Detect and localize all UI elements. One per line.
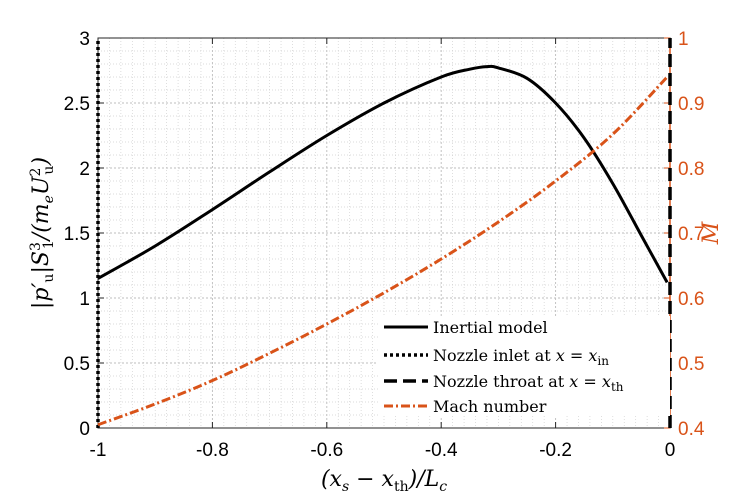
x-tick-label: -0.8 — [196, 440, 229, 461]
y-axis-label: |p′u|S31/(meU2u) — [28, 157, 57, 309]
legend-box — [378, 316, 670, 416]
y-tick-label: 0.5 — [64, 354, 90, 375]
y-tick-label: 1.5 — [64, 224, 90, 245]
y2-tick-label: 0.4 — [678, 419, 705, 440]
x-tick-label: -0.6 — [310, 440, 343, 461]
y2-axis-label: M — [699, 221, 724, 245]
y2-tick-label: 0.6 — [678, 289, 704, 310]
x-tick-label: -0.2 — [539, 440, 572, 461]
series-mach-number — [97, 75, 669, 427]
tick-labels: -1 -0.8 -0.6 -0.4 -0.2 0 0 0.5 1 1.5 2 2.5 3 0.4 0.5 0.… — [64, 29, 705, 461]
y-tick-label: 2 — [79, 159, 90, 180]
y2-tick-label: 1 — [678, 29, 689, 50]
legend-label-throat: Nozzle throat at x = xth — [433, 372, 624, 394]
y-tick-label: 3 — [79, 29, 90, 50]
y2-tick-label: 0.9 — [678, 94, 704, 115]
x-axis-label: (xs − xth)/Lc — [321, 467, 447, 495]
y2-tick-label: 0.8 — [678, 159, 704, 180]
legend: Inertial model Nozzle inlet at x = xin N… — [378, 316, 670, 416]
y-tick-label: 0 — [79, 419, 90, 440]
legend-label-mach: Mach number — [433, 397, 547, 416]
x-tick-label: -0.4 — [425, 440, 458, 461]
series-inertial-model — [97, 64, 669, 284]
legend-label-inlet: Nozzle inlet at x = xin — [433, 346, 609, 368]
x-tick-label: -1 — [90, 440, 107, 461]
y-tick-label: 2.5 — [64, 94, 90, 115]
y2-tick-label: 0.7 — [678, 224, 704, 245]
svg-text:M: M — [699, 221, 724, 245]
y-tick-label: 1 — [79, 289, 90, 310]
x-tick-label: 0 — [665, 440, 676, 461]
svg-text:|p′u|S31/(meU2u): |p′u|S31/(meU2u) — [28, 157, 57, 309]
legend-label-inertial: Inertial model — [433, 318, 548, 337]
y2-tick-label: 0.5 — [678, 354, 704, 375]
